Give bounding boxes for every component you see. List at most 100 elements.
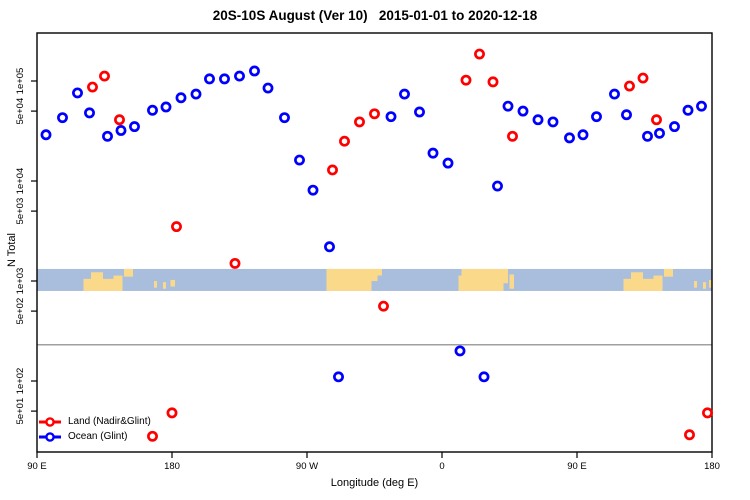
data-point-ocean (621, 109, 632, 121)
data-point-ocean (234, 70, 245, 82)
data-point-ocean (279, 112, 290, 124)
plot-box (36, 32, 713, 453)
data-point-ocean (532, 114, 544, 126)
data-point-ocean (577, 129, 589, 141)
y-tick-label: 1e+05 (15, 68, 26, 95)
data-point-ocean (175, 92, 187, 104)
data-point-ocean (642, 130, 653, 142)
data-point-ocean (427, 147, 439, 159)
legend-label-ocean: Ocean (Glint) (68, 431, 128, 442)
map-strip-land (113, 275, 123, 291)
map-strip-land (371, 268, 378, 282)
data-point-land (702, 407, 713, 419)
data-point-land (327, 164, 338, 176)
y-tick-label: 1e+02 (15, 368, 26, 395)
data-point-land (651, 114, 662, 126)
data-point-land (87, 81, 98, 93)
data-point-ocean (399, 88, 410, 100)
data-point-ocean (478, 371, 490, 383)
data-point-ocean (414, 106, 425, 118)
y-tick-label: 5e+03 (15, 198, 26, 225)
data-point-land (354, 116, 365, 128)
y-tick-label: 1e+03 (15, 268, 26, 295)
data-point-ocean (307, 184, 319, 196)
data-point-land (684, 429, 695, 441)
map-strip-land (154, 281, 157, 288)
x-axis-label: Longitude (deg E) (330, 477, 419, 489)
data-point-ocean (517, 105, 529, 117)
y-tick-label: 5e+04 (15, 98, 26, 125)
data-point-ocean (333, 371, 344, 383)
data-point-ocean (696, 100, 707, 112)
data-point-ocean (147, 104, 158, 116)
y-tick-label: 5e+01 (15, 398, 26, 425)
map-strip-land (709, 279, 712, 288)
data-point-ocean (385, 111, 397, 123)
data-point-land (378, 300, 389, 312)
legend-item-land: Land (Nadir&Glint) (38, 414, 151, 429)
land-marker-icon (39, 416, 61, 427)
data-point-ocean (654, 127, 665, 139)
y-tick-label: 1e+04 (15, 168, 26, 195)
x-tick-label: 90 W (296, 461, 318, 472)
data-point-ocean (454, 345, 466, 357)
data-point-ocean (190, 88, 202, 100)
x-tick-label: 180 (704, 461, 720, 472)
data-point-land (624, 80, 635, 92)
data-point-ocean (262, 82, 274, 94)
data-point-land (637, 72, 649, 84)
data-point-ocean (492, 180, 503, 192)
data-point-land (460, 74, 472, 86)
map-strip-land (703, 282, 706, 289)
ocean-marker-icon (39, 431, 61, 442)
data-point-ocean (129, 121, 140, 133)
data-point-ocean (204, 73, 215, 85)
data-point-ocean (72, 87, 83, 99)
map-strip-land (163, 282, 166, 289)
data-point-land (474, 48, 485, 60)
data-point-ocean (591, 111, 602, 123)
map-strip-land (503, 268, 508, 284)
data-point-ocean (609, 88, 620, 100)
data-point-land (171, 221, 182, 233)
data-point-land (114, 114, 125, 126)
map-strip-land (91, 272, 103, 291)
data-point-ocean (219, 73, 230, 85)
chart-title: 20S-10S August (Ver 10) 2015-01-01 to 20… (212, 8, 538, 23)
data-point-ocean (294, 154, 305, 166)
data-point-land (229, 257, 241, 269)
data-point-ocean (57, 112, 68, 124)
map-strip-land (326, 268, 372, 291)
legend-item-ocean: Ocean (Glint) (38, 429, 151, 444)
x-tick-label: 0 (439, 461, 444, 472)
legend-label-land: Land (Nadir&Glint) (68, 416, 151, 427)
data-point-land (147, 430, 158, 442)
data-point-ocean (682, 104, 694, 116)
data-point-ocean (40, 129, 52, 141)
map-strip-land (664, 268, 673, 277)
data-point-ocean (249, 65, 260, 77)
map-strip-land (458, 275, 462, 291)
data-point-land (339, 135, 350, 147)
data-point-ocean (564, 132, 575, 144)
map-strip-land (461, 268, 504, 291)
map-strip-land (377, 268, 382, 276)
data-point-ocean (115, 125, 127, 136)
data-point-ocean (547, 116, 559, 128)
data-point-ocean (102, 130, 113, 142)
map-strip-land (509, 274, 514, 289)
data-point-land (507, 130, 518, 142)
legend: Land (Nadir&Glint) Ocean (Glint) (38, 414, 151, 444)
data-point-land (487, 76, 499, 88)
data-point-ocean (160, 101, 172, 113)
data-point-ocean (324, 241, 335, 253)
data-point-land (369, 108, 380, 120)
data-point-ocean (669, 121, 680, 133)
data-point-land (166, 407, 178, 419)
x-tick-label: 180 (164, 461, 180, 472)
map-strip-land (694, 281, 697, 288)
data-point-ocean (502, 100, 514, 112)
data-point-ocean (84, 107, 95, 119)
